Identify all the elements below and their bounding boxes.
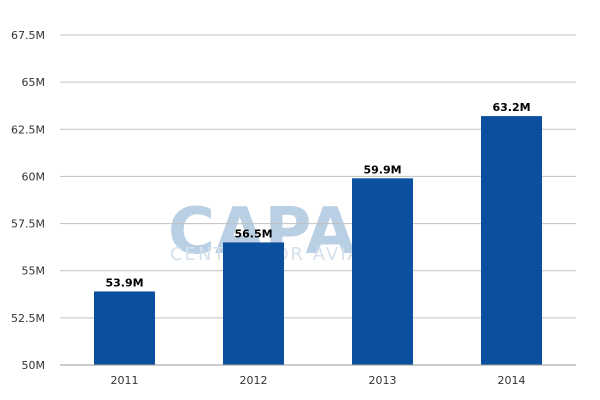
y-tick-label: 65M [22,76,46,89]
data-labels: 53.9M 56.5M 59.9M 63.2M [105,101,530,289]
bar-2012 [223,242,284,365]
x-tick-label: 2013 [369,374,397,387]
x-tick-label: 2012 [240,374,268,387]
data-label: 56.5M [234,227,272,240]
y-tick-label: 50M [22,359,46,372]
data-label: 59.9M [363,163,401,176]
y-tick-label: 55M [22,265,46,278]
x-tick-label: 2011 [111,374,139,387]
bars [94,116,542,365]
x-axis-tick-labels: 2011 2012 2013 2014 [111,374,526,387]
bar-2013 [352,178,413,365]
y-tick-label: 67.5M [11,29,45,42]
y-tick-label: 57.5M [11,218,45,231]
y-tick-label: 62.5M [11,123,45,136]
bar-2011 [94,291,155,365]
data-label: 63.2M [492,101,530,114]
y-tick-label: 60M [22,170,46,183]
y-tick-label: 52.5M [11,312,45,325]
x-tick-label: 2014 [498,374,526,387]
bar-2014 [481,116,542,365]
data-label: 53.9M [105,276,143,289]
y-axis-tick-labels: 50M 52.5M 55M 57.5M 60M 62.5M 65M 67.5M [11,29,45,372]
